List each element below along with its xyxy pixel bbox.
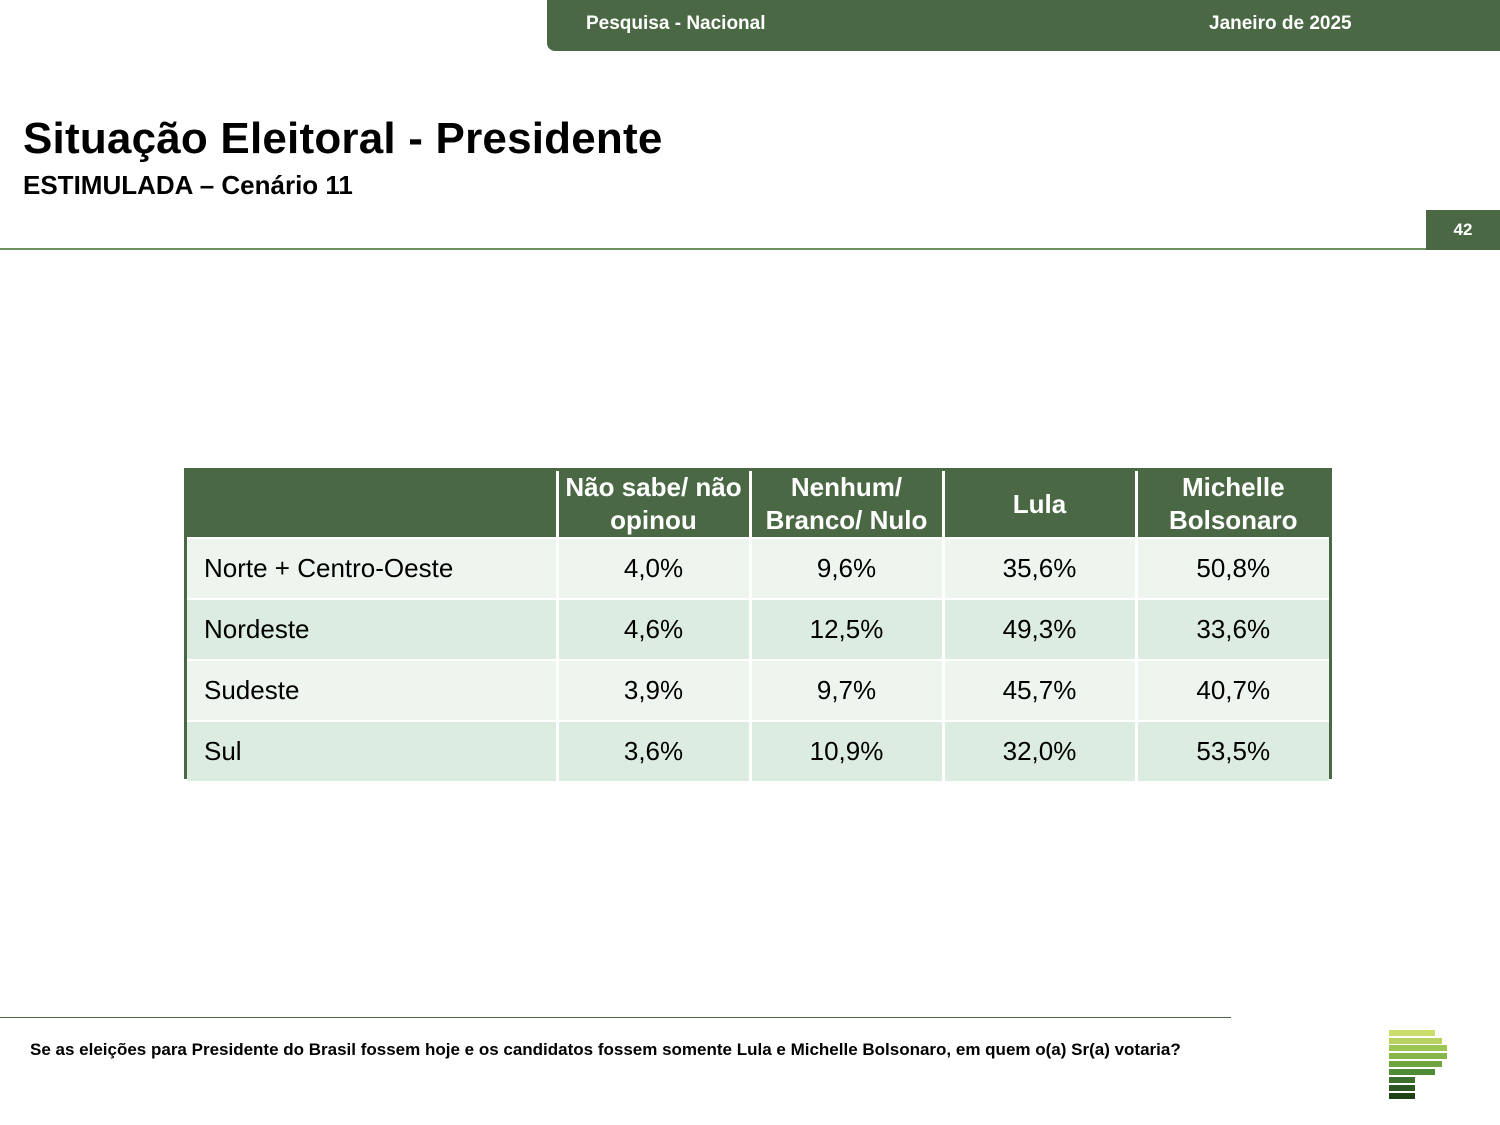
cell-nenhum: 12,5% (748, 598, 943, 660)
cell-nao-sabe: 4,6% (555, 598, 750, 660)
header-bar: Pesquisa - Nacional Janeiro de 2025 (547, 0, 1500, 51)
cell-michelle: 50,8% (1134, 537, 1329, 599)
cell-nenhum: 9,7% (748, 659, 943, 721)
header-lula: Lula (941, 471, 1136, 538)
cell-region: Sudeste (187, 659, 557, 721)
cell-lula: 45,7% (941, 659, 1136, 721)
table-row: Sudeste 3,9% 9,7% 45,7% 40,7% (187, 659, 1329, 721)
survey-label: Pesquisa - Nacional (586, 13, 766, 34)
cell-lula: 49,3% (941, 598, 1136, 660)
table-row: Sul 3,6% 10,9% 32,0% 53,5% (187, 720, 1329, 781)
header-region (187, 471, 557, 538)
table-row: Norte + Centro-Oeste 4,0% 9,6% 35,6% 50,… (187, 537, 1329, 599)
cell-region: Sul (187, 720, 557, 781)
cell-nenhum: 10,9% (748, 720, 943, 781)
header-nenhum: Nenhum/ Branco/ Nulo (748, 471, 943, 538)
cell-lula: 32,0% (941, 720, 1136, 781)
page-title: Situação Eleitoral - Presidente (23, 114, 663, 163)
cell-michelle: 40,7% (1134, 659, 1329, 721)
results-table: Não sabe/ não opinou Nenhum/ Branco/ Nul… (187, 471, 1329, 781)
cell-region: Nordeste (187, 598, 557, 660)
page-number-badge: 42 (1426, 210, 1500, 250)
footer-divider (0, 1017, 1231, 1018)
header-nao-sabe: Não sabe/ não opinou (555, 471, 750, 538)
header-divider (0, 248, 1500, 250)
results-table-frame: Não sabe/ não opinou Nenhum/ Branco/ Nul… (184, 468, 1332, 781)
stacked-bars-logo-icon (1389, 1030, 1449, 1100)
cell-nao-sabe: 3,6% (555, 720, 750, 781)
table-row: Nordeste 4,6% 12,5% 49,3% 33,6% (187, 598, 1329, 660)
cell-michelle: 33,6% (1134, 598, 1329, 660)
table-header-row: Não sabe/ não opinou Nenhum/ Branco/ Nul… (187, 471, 1329, 538)
cell-nenhum: 9,6% (748, 537, 943, 599)
cell-nao-sabe: 3,9% (555, 659, 750, 721)
header-michelle: Michelle Bolsonaro (1134, 471, 1329, 538)
cell-michelle: 53,5% (1134, 720, 1329, 781)
cell-lula: 35,6% (941, 537, 1136, 599)
date-label: Janeiro de 2025 (1209, 13, 1352, 34)
cell-nao-sabe: 4,0% (555, 537, 750, 599)
cell-region: Norte + Centro-Oeste (187, 537, 557, 599)
survey-question: Se as eleições para Presidente do Brasil… (30, 1040, 1181, 1059)
page-subtitle: ESTIMULADA – Cenário 11 (23, 170, 353, 200)
